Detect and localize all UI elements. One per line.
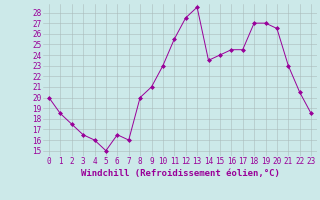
X-axis label: Windchill (Refroidissement éolien,°C): Windchill (Refroidissement éolien,°C) xyxy=(81,169,279,178)
